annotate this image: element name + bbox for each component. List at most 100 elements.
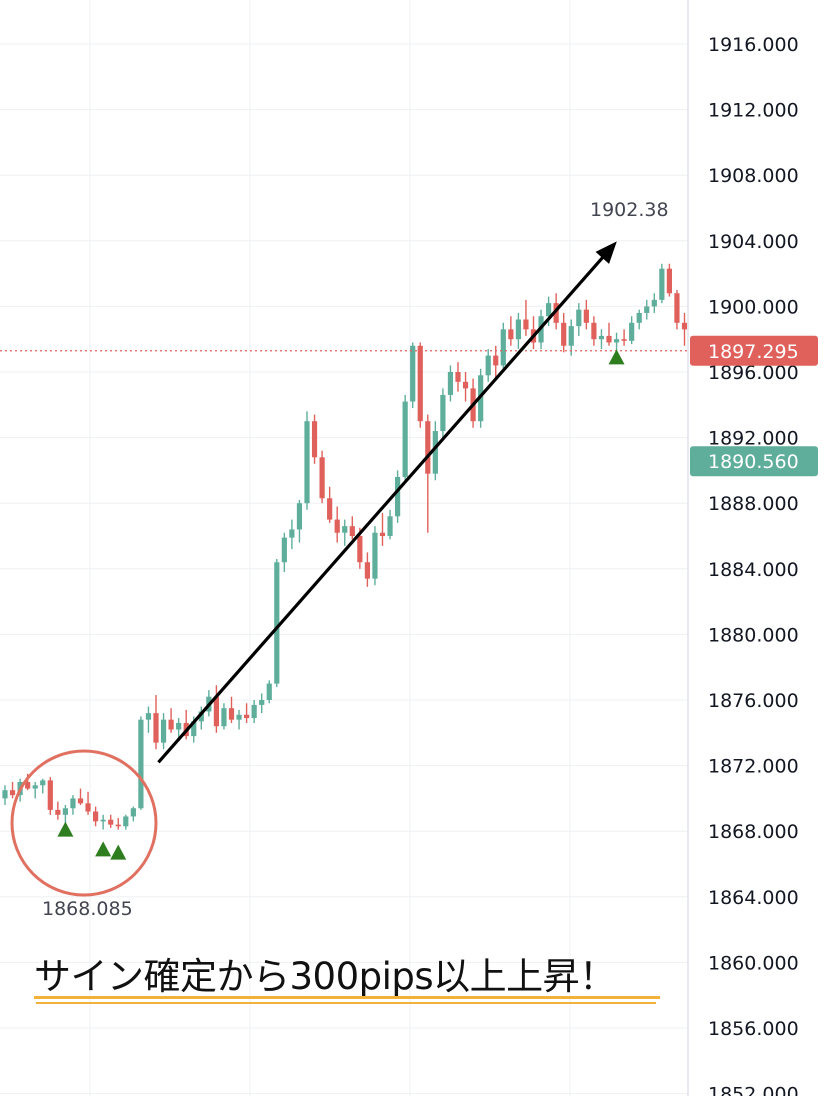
candle-body	[591, 322, 597, 340]
buy-signal-triangle	[95, 841, 112, 857]
candle-body	[266, 683, 272, 700]
current-price-tag-bg	[690, 335, 818, 366]
candle-body	[379, 532, 386, 536]
candle-body	[606, 335, 612, 343]
price-tick-label: 1860.000	[708, 952, 799, 974]
candle-body	[583, 309, 589, 323]
candle-body	[644, 306, 650, 313]
highlight-circle	[10, 749, 158, 897]
candle-body	[153, 713, 159, 743]
candle-body	[364, 562, 370, 579]
candle-body	[85, 803, 91, 812]
candle-body	[25, 782, 31, 789]
candle-body	[281, 537, 287, 563]
price-tick-label: 1912.000	[708, 100, 799, 122]
caption-underline	[34, 996, 660, 999]
price-tick-label: 1900.000	[708, 296, 799, 318]
buy-signal-triangle	[110, 844, 127, 860]
candle-body	[32, 785, 38, 789]
candle-body	[681, 322, 688, 330]
candle-body	[395, 476, 401, 517]
candle-body	[357, 536, 363, 563]
candle-body	[160, 719, 167, 743]
candle-body	[40, 780, 46, 786]
candle-body	[47, 780, 53, 810]
price-tick-label: 1904.000	[708, 231, 799, 253]
candle-body	[621, 339, 627, 341]
candle-body	[289, 529, 295, 538]
candle-body	[674, 293, 680, 323]
candle-body	[191, 721, 197, 737]
candle-body	[304, 421, 310, 504]
candle-body	[342, 526, 348, 533]
candle-body	[145, 713, 152, 720]
last-price-tag-bg	[690, 446, 818, 477]
trend-arrow-line	[157, 246, 613, 764]
price-tick-label: 1896.000	[708, 362, 799, 384]
caption-underline-2	[36, 1002, 656, 1004]
candle-body	[334, 519, 340, 533]
candle-body	[613, 339, 620, 343]
candle-body	[228, 708, 235, 720]
price-tick-label: 1884.000	[708, 559, 799, 581]
candle-body	[402, 401, 408, 477]
candle-body	[62, 808, 68, 815]
candle-body	[666, 268, 672, 294]
candle-body	[349, 526, 355, 536]
candle-body	[274, 562, 280, 684]
candle-body	[138, 719, 144, 809]
candle-body	[553, 303, 559, 323]
candle-body	[523, 319, 529, 330]
current-price-tag-text: 1897.295	[708, 341, 799, 363]
price-axis-background	[688, 0, 828, 1096]
price-tick-label: 1868.000	[708, 821, 799, 843]
candle-body	[425, 421, 431, 474]
price-tick-label: 1856.000	[708, 1018, 799, 1040]
candle-body	[176, 722, 182, 730]
price-tick-label: 1876.000	[708, 690, 799, 712]
candle-body	[77, 798, 84, 804]
candle-body	[598, 335, 605, 340]
price-tick-label: 1852.000	[708, 1084, 799, 1096]
candle-body	[568, 326, 574, 346]
candle-body	[115, 824, 121, 827]
price-tick-label: 1872.000	[708, 756, 799, 778]
candle-body	[251, 704, 257, 719]
candle-body	[500, 329, 506, 366]
candle-body	[236, 714, 242, 720]
price-tick-label: 1916.000	[708, 34, 799, 56]
candle-body	[485, 355, 491, 376]
current-price-tag: 1897.295	[690, 335, 818, 366]
high-annotation: 1902.38	[590, 199, 669, 221]
candle-body	[546, 303, 552, 317]
buy-signal-triangle	[57, 821, 74, 837]
candle-body	[296, 503, 303, 530]
price-axis[interactable]: 1916.000 1912.000 1908.000 1904.000 1900.000…	[687, 0, 828, 1096]
candle-body	[561, 322, 567, 346]
candle-body	[9, 790, 16, 796]
candle-body	[70, 798, 76, 809]
candle-body	[108, 819, 114, 825]
price-tick-label: 1892.000	[708, 428, 799, 450]
candles-group	[2, 263, 718, 830]
candle-body	[93, 811, 99, 822]
candle-body	[327, 498, 333, 520]
candle-body	[2, 790, 8, 799]
candle-body	[576, 309, 582, 327]
candle-body	[432, 431, 438, 474]
candle-body	[221, 708, 227, 727]
candle-body	[410, 345, 416, 402]
candle-body	[455, 372, 461, 382]
overlays: 1902.38 1868.085	[0, 199, 688, 920]
candle-body	[636, 312, 642, 323]
candle-body	[659, 268, 665, 300]
candle-body	[651, 299, 657, 307]
low-annotation: 1868.085	[42, 898, 133, 920]
candle-body	[387, 516, 393, 536]
candle-body	[508, 329, 514, 340]
candle-body	[417, 345, 423, 422]
price-tick-label: 1880.000	[708, 624, 799, 646]
price-tick-label: 1888.000	[708, 493, 799, 515]
